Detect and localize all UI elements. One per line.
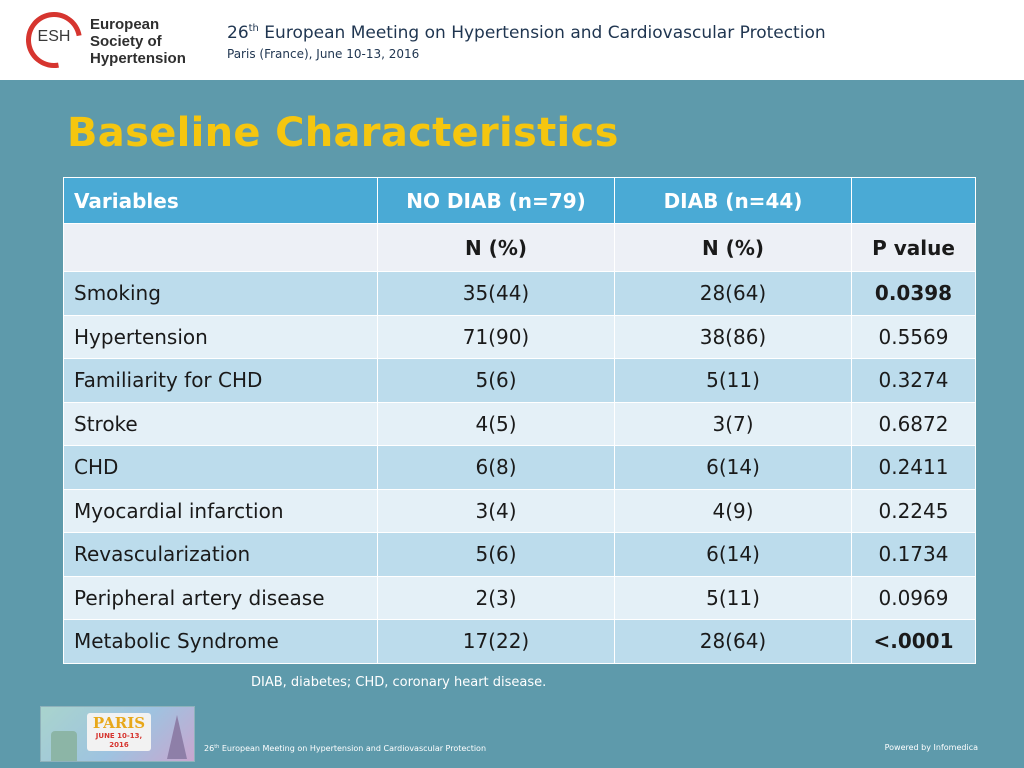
meeting-ordinal: th bbox=[248, 23, 259, 34]
baseline-table: Variables NO DIAB (n=79) DIAB (n=44) N (… bbox=[63, 177, 976, 664]
variable-cell: Smoking bbox=[63, 271, 378, 316]
subheader-cell: N (%) bbox=[614, 223, 852, 272]
no-diab-cell: 17(22) bbox=[377, 619, 615, 664]
powered-by: Powered by Infomedica bbox=[884, 743, 978, 752]
meeting-subtitle: Paris (France), June 10-13, 2016 bbox=[227, 47, 420, 61]
arch-icon bbox=[51, 731, 77, 761]
no-diab-cell: 71(90) bbox=[377, 314, 615, 359]
table-row: Familiarity for CHD 5(6) 5(11) 0.3274 bbox=[63, 358, 976, 403]
column-header: DIAB (n=44) bbox=[614, 177, 852, 224]
table-subheader-row: N (%) N (%) P value bbox=[63, 223, 976, 272]
subheader-cell: N (%) bbox=[377, 223, 615, 272]
p-value-cell: 0.0969 bbox=[851, 575, 976, 620]
table-row: Revascularization 5(6) 6(14) 0.1734 bbox=[63, 532, 976, 577]
table-header-row: Variables NO DIAB (n=79) DIAB (n=44) bbox=[63, 177, 976, 224]
no-diab-cell: 3(4) bbox=[377, 488, 615, 533]
diab-cell: 6(14) bbox=[614, 445, 852, 490]
table-row: Hypertension 71(90) 38(86) 0.5569 bbox=[63, 314, 976, 359]
diab-cell: 6(14) bbox=[614, 532, 852, 577]
table-row: CHD 6(8) 6(14) 0.2411 bbox=[63, 445, 976, 490]
meeting-title-text: European Meeting on Hypertension and Car… bbox=[258, 23, 826, 43]
variable-cell: Myocardial infarction bbox=[63, 488, 378, 533]
variable-cell: Hypertension bbox=[63, 314, 378, 359]
paris-logo: PARIS JUNE 10-13, 2016 bbox=[87, 713, 151, 751]
diab-cell: 38(86) bbox=[614, 314, 852, 359]
variable-cell: CHD bbox=[63, 445, 378, 490]
subheader-cell bbox=[63, 223, 378, 272]
column-header: NO DIAB (n=79) bbox=[377, 177, 615, 224]
p-value-cell: 0.6872 bbox=[851, 401, 976, 446]
logo-name-line: Society of bbox=[90, 33, 162, 50]
table-row: Smoking 35(44) 28(64) 0.0398 bbox=[63, 271, 976, 316]
logo-name-line: European bbox=[90, 16, 160, 33]
column-header bbox=[851, 177, 976, 224]
table-row: Myocardial infarction 3(4) 4(9) 0.2245 bbox=[63, 488, 976, 533]
diab-cell: 5(11) bbox=[614, 358, 852, 403]
diab-cell: 3(7) bbox=[614, 401, 852, 446]
table-row: Stroke 4(5) 3(7) 0.6872 bbox=[63, 401, 976, 446]
column-header: Variables bbox=[63, 177, 378, 224]
paris-date: JUNE 10-13, 2016 bbox=[95, 732, 143, 749]
diab-cell: 4(9) bbox=[614, 488, 852, 533]
meeting-number: 26 bbox=[227, 23, 249, 43]
paris-word: PARIS bbox=[92, 714, 146, 732]
no-diab-cell: 35(44) bbox=[377, 271, 615, 316]
eiffel-tower-icon bbox=[167, 715, 187, 759]
logo-name: European Society of Hypertension bbox=[90, 16, 200, 67]
no-diab-cell: 5(6) bbox=[377, 532, 615, 577]
diab-cell: 5(11) bbox=[614, 575, 852, 620]
no-diab-cell: 2(3) bbox=[377, 575, 615, 620]
variable-cell: Familiarity for CHD bbox=[63, 358, 378, 403]
p-value-cell: 0.1734 bbox=[851, 532, 976, 577]
no-diab-cell: 4(5) bbox=[377, 401, 615, 446]
table-row: Metabolic Syndrome 17(22) 28(64) <.0001 bbox=[63, 619, 976, 664]
p-value-cell: <.0001 bbox=[851, 619, 976, 664]
p-value-cell: 0.2411 bbox=[851, 445, 976, 490]
no-diab-cell: 5(6) bbox=[377, 358, 615, 403]
paris-meeting-thumbnail: PARIS JUNE 10-13, 2016 bbox=[40, 706, 195, 762]
p-value-cell: 0.3274 bbox=[851, 358, 976, 403]
variable-cell: Revascularization bbox=[63, 532, 378, 577]
variable-cell: Stroke bbox=[63, 401, 378, 446]
logo-abbreviation: ESH bbox=[37, 28, 71, 45]
variable-cell: Peripheral artery disease bbox=[63, 575, 378, 620]
variable-cell: Metabolic Syndrome bbox=[63, 619, 378, 664]
footer-meeting-number: 26 bbox=[204, 744, 215, 753]
header-bar: ESH European Society of Hypertension 26t… bbox=[0, 0, 1024, 80]
diab-cell: 28(64) bbox=[614, 619, 852, 664]
footer-meeting: 26th European Meeting on Hypertension an… bbox=[204, 744, 486, 753]
p-value-cell: 0.2245 bbox=[851, 488, 976, 533]
footer-meeting-ordinal: th bbox=[214, 744, 220, 750]
meeting-title: 26th European Meeting on Hypertension an… bbox=[227, 23, 826, 43]
esh-logo: ESH European Society of Hypertension bbox=[15, 1, 196, 79]
subheader-cell: P value bbox=[851, 223, 976, 272]
no-diab-cell: 6(8) bbox=[377, 445, 615, 490]
logo-name-line: Hypertension bbox=[90, 50, 186, 67]
table-footnote: DIAB, diabetes; CHD, coronary heart dise… bbox=[251, 675, 547, 690]
footer-meeting-text: European Meeting on Hypertension and Car… bbox=[219, 744, 487, 753]
table-row: Peripheral artery disease 2(3) 5(11) 0.0969 bbox=[63, 575, 976, 620]
slide-title: Baseline Characteristics bbox=[67, 110, 619, 156]
diab-cell: 28(64) bbox=[614, 271, 852, 316]
p-value-cell: 0.0398 bbox=[851, 271, 976, 316]
p-value-cell: 0.5569 bbox=[851, 314, 976, 359]
